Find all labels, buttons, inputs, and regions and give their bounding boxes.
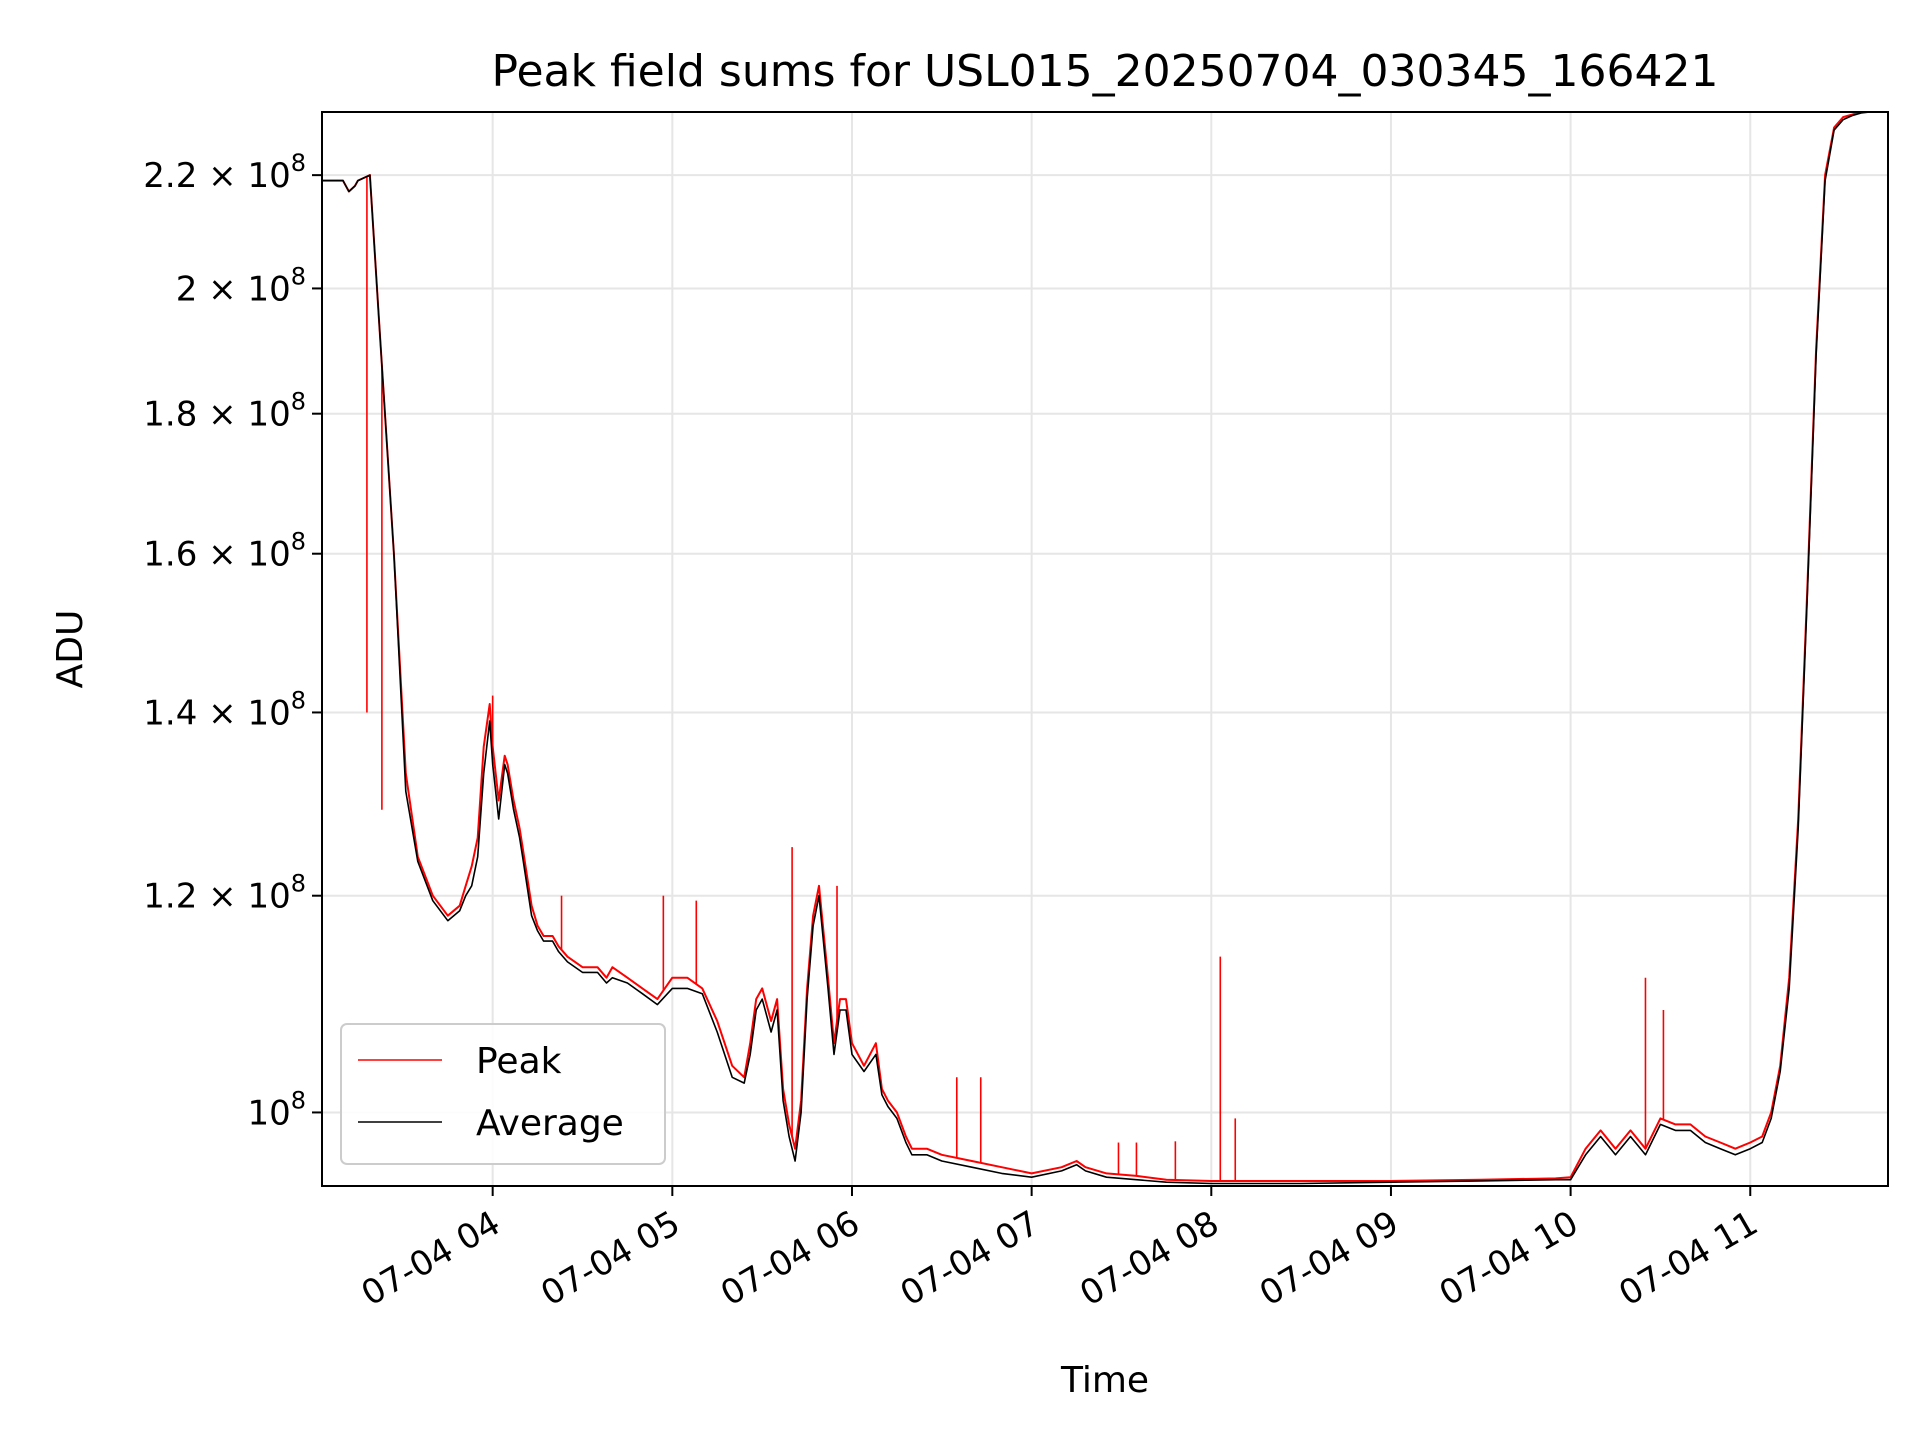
y-tick-label: 1.8 × 108 xyxy=(143,388,306,435)
y-tick-label: 1.2 × 108 xyxy=(143,870,306,917)
legend-peak-label: Peak xyxy=(476,1041,562,1082)
plot-area-frame xyxy=(321,111,1889,1187)
grid-lines xyxy=(322,112,1888,1186)
legend: Peak Average xyxy=(340,1023,666,1165)
y-tick-label: 2 × 108 xyxy=(176,262,306,309)
y-tick-label: 1.4 × 108 xyxy=(143,686,306,733)
series-line-peak xyxy=(322,111,1888,1182)
chart-title: Peak field sums for USL015_20250704_0303… xyxy=(492,46,1719,97)
legend-average-label: Average xyxy=(476,1103,624,1144)
x-axis-label: Time xyxy=(1060,1360,1149,1401)
series-layer xyxy=(322,111,1888,1185)
series-line-average xyxy=(322,111,1888,1185)
legend-box xyxy=(340,1023,666,1165)
y-tick-label: 1.6 × 108 xyxy=(143,528,306,575)
y-axis-ticks: 108 1.2 × 108 1.4 × 108 1.6 × 108 1.8 × 108 2… xyxy=(143,149,322,1133)
y-axis-label: ADU xyxy=(50,610,91,689)
y-tick-label: 108 xyxy=(247,1086,306,1133)
y-tick-label: 2.2 × 108 xyxy=(143,149,306,196)
